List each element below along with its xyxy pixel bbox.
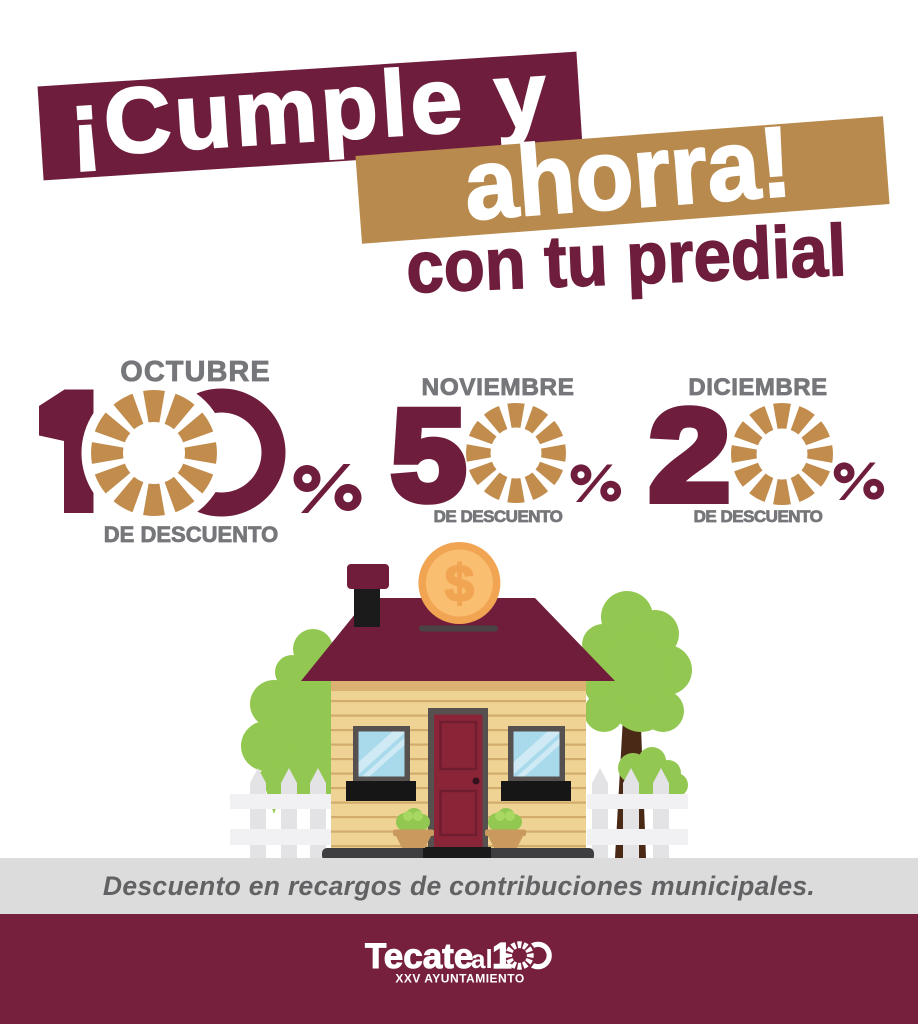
svg-text:DICIEMBRE: DICIEMBRE xyxy=(688,374,827,401)
svg-text:5: 5 xyxy=(391,383,466,527)
svg-text:$: $ xyxy=(445,555,474,613)
svg-text:2: 2 xyxy=(649,383,730,528)
svg-text:1: 1 xyxy=(492,935,512,976)
svg-text:NOVIEMBRE: NOVIEMBRE xyxy=(422,374,575,401)
svg-text:DE DESCUENTO: DE DESCUENTO xyxy=(434,507,563,526)
svg-text:OCTUBRE: OCTUBRE xyxy=(120,356,270,388)
svg-text:XXV AYUNTAMIENTO: XXV AYUNTAMIENTO xyxy=(395,972,524,986)
svg-text:DE DESCUENTO: DE DESCUENTO xyxy=(104,522,278,547)
svg-text:al: al xyxy=(471,944,493,974)
svg-text:DE DESCUENTO: DE DESCUENTO xyxy=(694,507,823,526)
svg-text:Tecate: Tecate xyxy=(365,937,473,976)
